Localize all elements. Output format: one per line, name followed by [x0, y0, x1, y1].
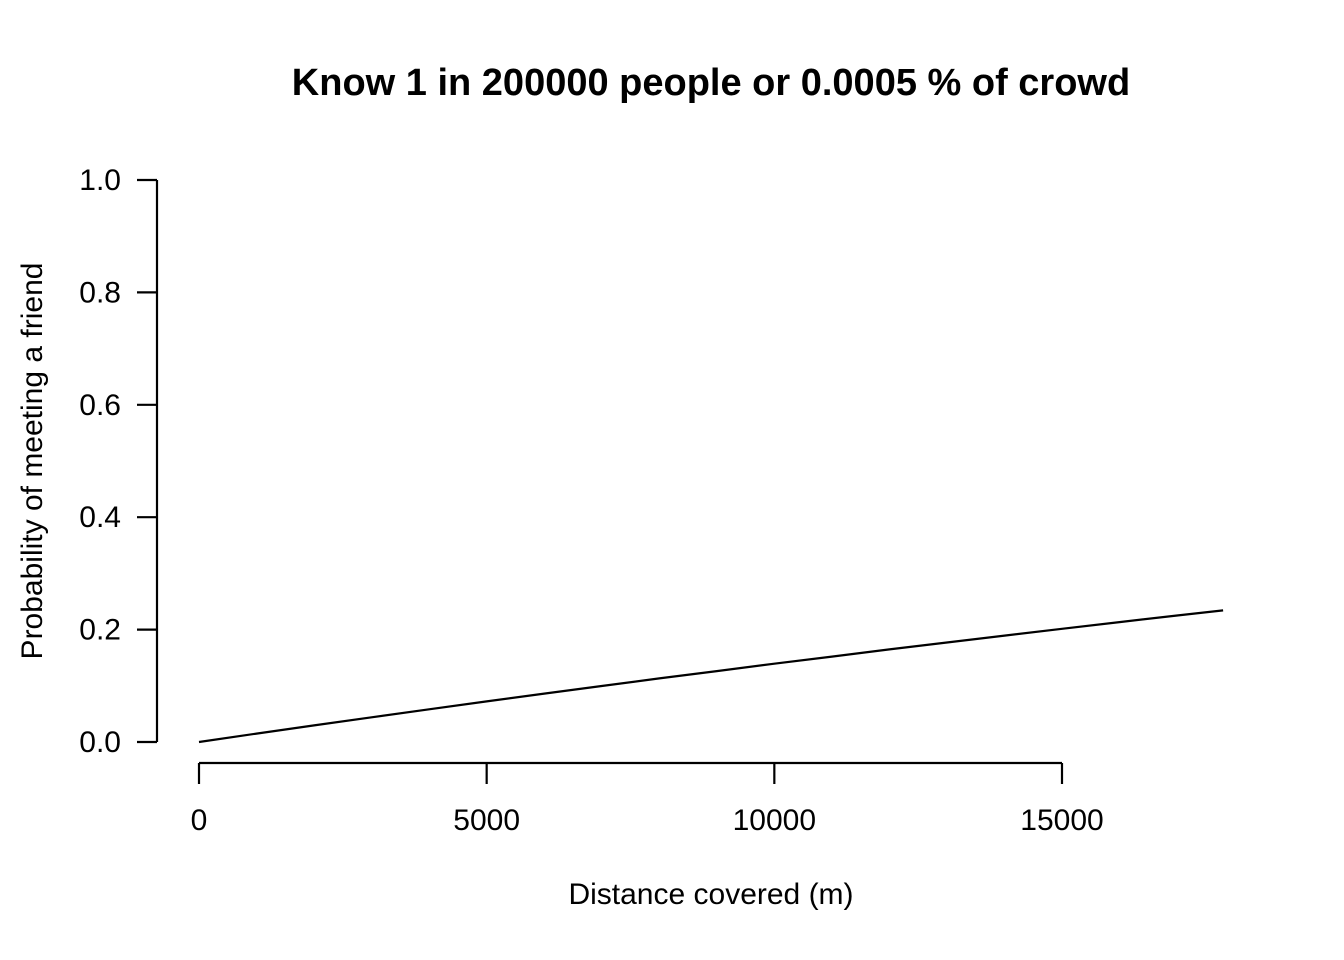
y-tick-label: 0.8 [79, 276, 121, 309]
y-tick-label: 0.6 [79, 389, 121, 422]
y-axis-title: Probability of meeting a friend [16, 263, 49, 660]
y-tick-label: 0.4 [79, 501, 121, 534]
x-axis-title: Distance covered (m) [568, 878, 853, 911]
x-tick-label: 5000 [453, 804, 520, 837]
x-tick-label: 15000 [1020, 804, 1103, 837]
series-line [198, 609, 1224, 744]
y-tick-label: 1.0 [79, 164, 121, 197]
x-tick-label: 0 [191, 804, 208, 837]
y-tick-label: 0.2 [79, 614, 121, 647]
chart-title: Know 1 in 200000 people or 0.0005 % of c… [292, 62, 1130, 104]
data-series [198, 609, 1224, 744]
y-tick-label: 0.0 [79, 726, 121, 759]
x-tick-label: 10000 [733, 804, 816, 837]
axes: 0 5000 10000 15000 0.0 0.2 0.4 0.6 0.8 1.0 [79, 164, 1103, 837]
